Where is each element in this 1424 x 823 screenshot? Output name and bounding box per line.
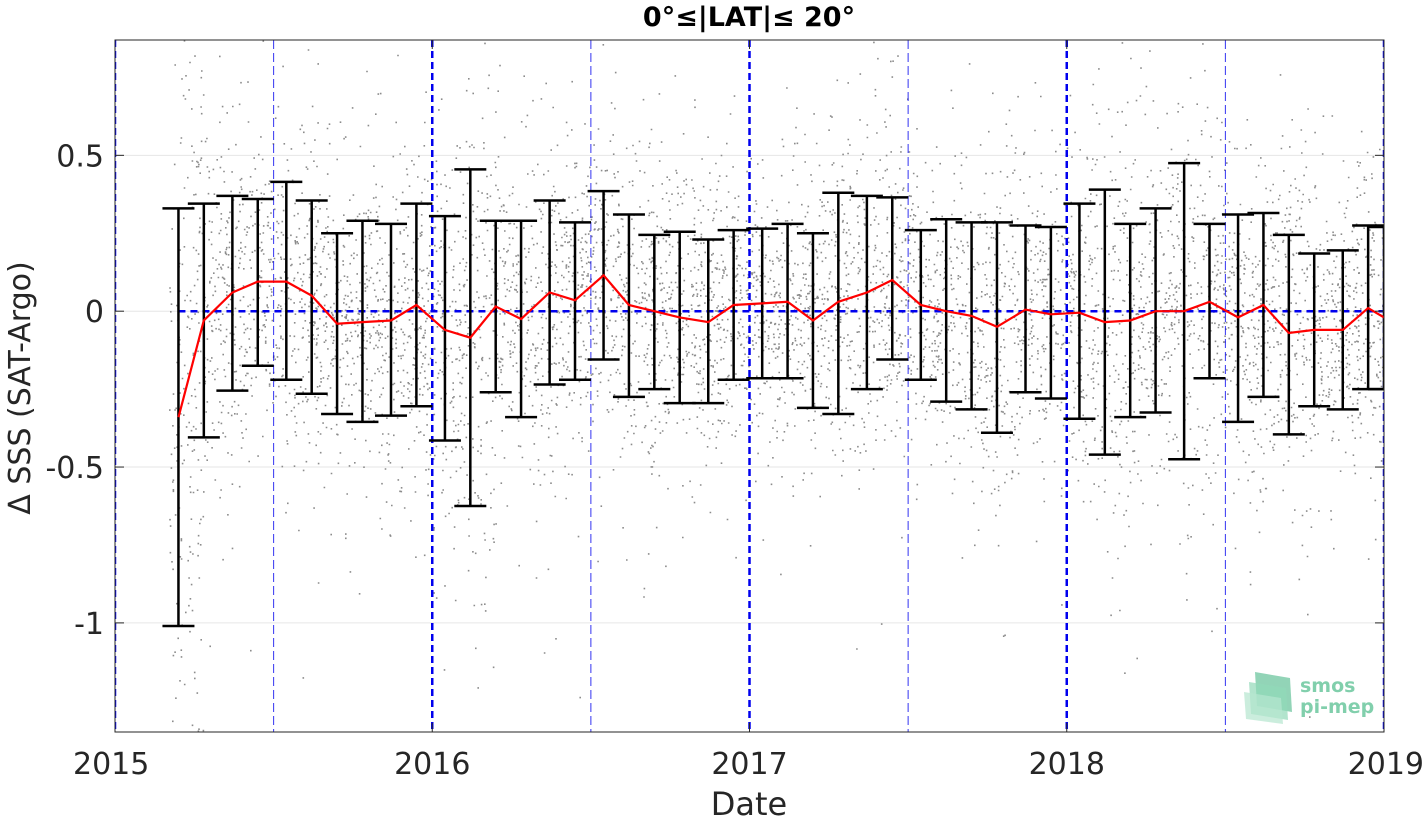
watermark-logo: smos pi-mep (1244, 672, 1374, 724)
x-tick-label: 2017 (711, 747, 787, 782)
x-tick-label: 2016 (394, 747, 470, 782)
y-tick-label: 0 (85, 295, 104, 330)
y-axis-label: Δ SSS (SAT-Argo) (3, 261, 38, 514)
axis-ticks: 2015 2016 2017 2018 2019 0.5 0 -0.5 -1 (45, 40, 1424, 782)
mean-line-group (177, 273, 1384, 418)
error-bar (1034, 225, 1067, 400)
x-axis-label: Date (711, 785, 787, 819)
y-tick-label: -1 (74, 607, 104, 642)
chart-title: 0°≤|LAT|≤ 20° (643, 2, 855, 33)
x-tick-label: 2018 (1029, 747, 1105, 782)
y-tick-label: -0.5 (45, 451, 104, 486)
x-tick-label: 2015 (73, 747, 149, 782)
error-bar (428, 214, 461, 442)
mean-line (177, 273, 1384, 418)
watermark-line2: pi-mep (1300, 696, 1374, 718)
x-tick-label: 2019 (1348, 747, 1424, 782)
y-tick-label: 0.5 (56, 139, 104, 174)
watermark-line1: smos (1300, 675, 1355, 697)
error-bar (822, 191, 855, 416)
error-bar (1368, 225, 1384, 391)
reference-lines (115, 40, 1384, 732)
error-bar (876, 196, 909, 361)
smos-logo-icon (1244, 672, 1292, 724)
error-bar (1272, 233, 1305, 436)
error-bar (1063, 202, 1096, 420)
